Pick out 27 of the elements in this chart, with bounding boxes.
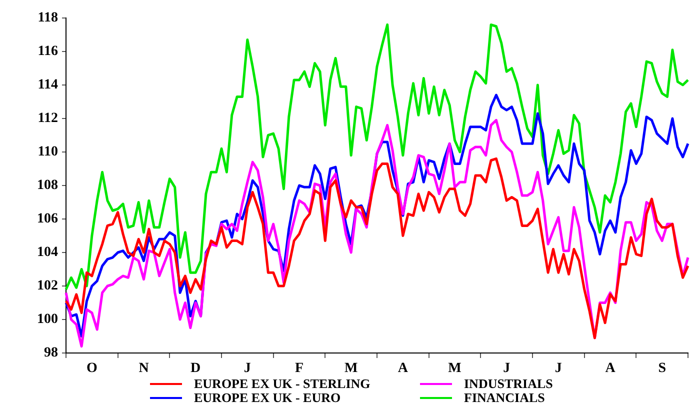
- y-tick-label: 106: [37, 212, 58, 227]
- y-tick-label: 102: [37, 278, 58, 294]
- y-tick-label: 112: [38, 111, 58, 126]
- x-tick-label: A: [605, 361, 616, 376]
- y-tick-label: 104: [37, 245, 58, 260]
- x-tick-label: J: [244, 361, 251, 376]
- x-tick-label: F: [294, 361, 304, 376]
- x-tick-label: J: [503, 361, 510, 376]
- y-tick-label: 100: [37, 312, 58, 328]
- x-tick-label: A: [398, 361, 409, 376]
- y-tick-label: 118: [38, 10, 58, 26]
- y-tick-label: 114: [38, 78, 58, 93]
- x-tick-label: M: [448, 361, 462, 376]
- legend-label: EUROPE EX UK - STERLING: [194, 376, 370, 391]
- x-tick-label: N: [138, 361, 149, 376]
- x-tick-label: S: [658, 361, 666, 376]
- legend-label: FINANCIALS: [464, 390, 545, 405]
- x-tick-label: M: [344, 361, 358, 376]
- x-tick-label: D: [190, 361, 201, 376]
- x-tick-label: O: [86, 361, 98, 376]
- legend-label: INDUSTRIALS: [464, 376, 553, 391]
- y-tick-label: 98: [44, 346, 58, 361]
- y-tick-label: 116: [38, 44, 58, 60]
- x-tick-label: J: [554, 361, 562, 376]
- legend-label: EUROPE EX UK - EURO: [194, 390, 341, 405]
- y-tick-label: 110: [38, 144, 58, 160]
- y-tick-label: 108: [37, 178, 58, 194]
